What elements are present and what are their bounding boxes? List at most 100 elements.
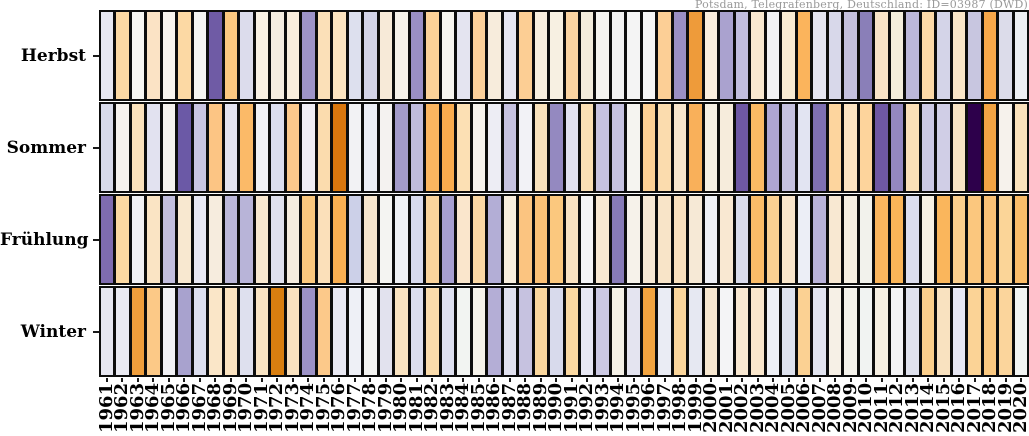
heatmap-cell (101, 196, 114, 283)
heatmap-cell (178, 288, 191, 375)
heatmap-cell (410, 288, 424, 375)
heatmap-cell (983, 12, 997, 99)
heatmap-cell (689, 12, 702, 99)
heatmap-cell (720, 196, 733, 283)
x-axis-tick (874, 378, 890, 383)
heatmap-cell (348, 288, 362, 375)
heatmap-cell (580, 288, 594, 375)
heatmap-cell (999, 12, 1012, 99)
heatmap-cell (689, 288, 702, 375)
x-axis-tick (626, 378, 642, 383)
heatmap-cell (611, 12, 625, 99)
heatmap-cell (673, 288, 687, 375)
heatmap-cell (890, 12, 904, 99)
heatmap-cell (627, 196, 640, 283)
heatmap-cell (580, 104, 594, 191)
heatmap-cell (472, 12, 486, 99)
heatmap-row-herbst (99, 10, 1029, 101)
heatmap-cell (735, 196, 749, 283)
heatmap-cell (890, 196, 904, 283)
heatmap-cell (193, 104, 207, 191)
heatmap-cell (658, 12, 671, 99)
heatmap-cell (131, 104, 145, 191)
heatmap-cell (844, 104, 857, 191)
heatmap-cell (921, 196, 935, 283)
heatmap-cell (937, 288, 950, 375)
heatmap-cell (209, 288, 222, 375)
heatmap-cell (642, 288, 656, 375)
heatmap-cell (782, 288, 795, 375)
x-axis-tick (456, 378, 472, 383)
heatmap-cell (441, 196, 455, 283)
heatmap-cell (642, 196, 656, 283)
heatmap-cell (828, 12, 842, 99)
heatmap-cell (302, 288, 315, 375)
x-axis-tick (223, 378, 239, 383)
heatmap-cell (240, 196, 253, 283)
heatmap-cell (534, 12, 548, 99)
heatmap-cell (162, 288, 176, 375)
heatmap-cell (828, 104, 842, 191)
heatmap-cell (488, 196, 501, 283)
heatmap-cell (565, 196, 578, 283)
heatmap-cell (101, 104, 114, 191)
x-axis-tick (177, 378, 193, 383)
heatmap-cell (968, 104, 981, 191)
heatmap-cell (968, 196, 981, 283)
x-axis-tick (750, 378, 766, 383)
heatmap-cell (596, 12, 609, 99)
heatmap-cell (286, 104, 300, 191)
heatmap-cell (782, 104, 795, 191)
heatmap-cell (534, 104, 548, 191)
x-axis-label: 2020 (1010, 382, 1029, 433)
heatmap-cell (488, 288, 501, 375)
x-axis-tick (409, 378, 425, 383)
heatmap-cell (906, 104, 919, 191)
x-axis-labels: 1961 1962 1963 1964 1965 1966 1967 1968 1969 1970… (96, 382, 1029, 436)
y-axis-tick (93, 55, 99, 57)
heatmap-cell (271, 104, 284, 191)
x-axis-tick (363, 378, 379, 383)
heatmap-cell (255, 104, 269, 191)
x-axis-tick (208, 378, 224, 383)
x-axis-tick (146, 378, 162, 383)
x-axis-tick (502, 378, 518, 383)
heatmap-cell (317, 12, 331, 99)
heatmap-cell (240, 288, 253, 375)
heatmap-cell (116, 12, 129, 99)
x-axis-tick (890, 378, 906, 383)
heatmap-cell (844, 196, 857, 283)
heatmap-cell (720, 12, 733, 99)
x-axis-tick (967, 378, 983, 383)
heatmap-row-sommer (99, 102, 1029, 193)
heatmap-cell (162, 104, 176, 191)
heatmap-cell (921, 12, 935, 99)
heatmap-cell (302, 12, 315, 99)
heatmap-cell (224, 288, 238, 375)
heatmap-cell (596, 196, 609, 283)
heatmap-cell (503, 288, 517, 375)
heatmap-cell (333, 104, 346, 191)
heatmap-cell (503, 104, 517, 191)
heatmap-cell (813, 288, 826, 375)
heatmap-cell (379, 12, 393, 99)
heatmap-cell (937, 12, 950, 99)
heatmap-cell (704, 104, 718, 191)
heatmap-cell (828, 196, 842, 283)
heatmap-cell (999, 288, 1012, 375)
heatmap-cell (162, 196, 176, 283)
heatmap-cell (658, 288, 671, 375)
heatmap-cell (642, 12, 656, 99)
heatmap-cell (488, 104, 501, 191)
heatmap-cell (828, 288, 842, 375)
heatmap-cell (178, 196, 191, 283)
heatmap-cell (116, 196, 129, 283)
heatmap-cell (101, 288, 114, 375)
heatmap-cell (627, 12, 640, 99)
heatmap-cell (147, 196, 160, 283)
heatmap-cell (131, 196, 145, 283)
heatmap-cell (364, 12, 377, 99)
heatmap-cell (193, 288, 207, 375)
heatmap-cell (410, 12, 424, 99)
